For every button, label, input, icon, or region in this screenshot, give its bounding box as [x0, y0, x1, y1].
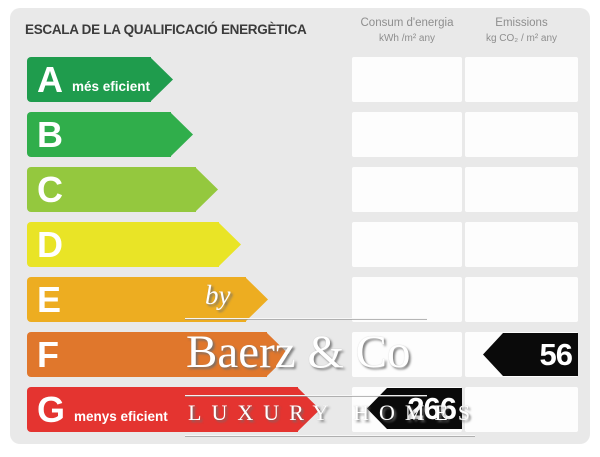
- rating-letter-b: B: [37, 114, 63, 155]
- rating-bar-b: B: [27, 112, 193, 157]
- watermark-by: by: [205, 280, 231, 310]
- column-header-consum: Consum d'energia kWh /m² any: [352, 15, 462, 46]
- rating-letter-d: D: [37, 224, 63, 265]
- rating-row-b: B: [10, 112, 590, 157]
- emissions-header-label: Emissions: [495, 17, 548, 29]
- column-header-emissions: Emissions kg CO₂ / m² any: [465, 15, 578, 46]
- page-title: ESCALA DE LA QUALIFICACIÓ ENERGÈTICA: [25, 22, 307, 37]
- rating-bar-e: E: [27, 277, 268, 322]
- consum-header-label: Consum d'energia: [360, 17, 454, 29]
- rating-row-a: A més eficient: [10, 57, 590, 102]
- emissions-value: 56: [539, 337, 573, 372]
- watermark-tagline: LUXURY HOMES: [188, 400, 481, 425]
- watermark-rule-top: [185, 318, 427, 320]
- emissions-header-unit: kg CO₂ / m² any: [485, 32, 558, 44]
- arrow-right-icon: [245, 277, 268, 322]
- rating-bar-a: A més eficient: [27, 57, 173, 102]
- emissions-cell-g: [465, 387, 578, 432]
- emissions-cell-b: [465, 112, 578, 157]
- consum-value-arrow: 266: [367, 388, 462, 429]
- consum-cell-c: [352, 167, 462, 212]
- rating-bar-d: D: [27, 222, 241, 267]
- consum-cell-d: [352, 222, 462, 267]
- emissions-cell-c: [465, 167, 578, 212]
- rating-row-e: E: [10, 277, 590, 322]
- watermark-brand: Baerz & Co: [186, 326, 411, 378]
- arrow-right-icon: [218, 222, 241, 267]
- watermark-rule-bottom: [185, 435, 475, 437]
- consum-cell-a: [352, 57, 462, 102]
- emissions-cell-d: [465, 222, 578, 267]
- emissions-cell-e: [465, 277, 578, 322]
- consum-cell-f: [352, 332, 462, 377]
- rating-letter-g: G: [37, 389, 66, 430]
- consum-header-unit: kWh /m² any: [378, 32, 436, 44]
- emissions-cell-a: [465, 57, 578, 102]
- rating-bar-c: C: [27, 167, 218, 212]
- emissions-value-arrow: 56: [483, 333, 578, 376]
- watermark-rule-middle: [185, 395, 427, 397]
- consum-cell-e: [352, 277, 462, 322]
- consum-cell-b: [352, 112, 462, 157]
- rating-row-d: D: [10, 222, 590, 267]
- consum-value: 266: [407, 391, 457, 426]
- arrow-right-icon: [150, 57, 173, 102]
- rating-bar-g: G menys eficient: [27, 387, 320, 432]
- arrow-right-icon: [195, 167, 218, 212]
- arrow-right-icon: [170, 112, 193, 157]
- rating-letter-a: A: [37, 59, 63, 100]
- rating-letter-e: E: [37, 279, 62, 320]
- rating-letter-c: C: [37, 169, 63, 210]
- rating-row-c: C: [10, 167, 590, 212]
- rating-label-g: menys eficient: [74, 408, 168, 424]
- rating-letter-f: F: [37, 334, 59, 375]
- rating-label-a: més eficient: [72, 78, 151, 94]
- certificate-card: ESCALA DE LA QUALIFICACIÓ ENERGÈTICA Con…: [10, 8, 590, 444]
